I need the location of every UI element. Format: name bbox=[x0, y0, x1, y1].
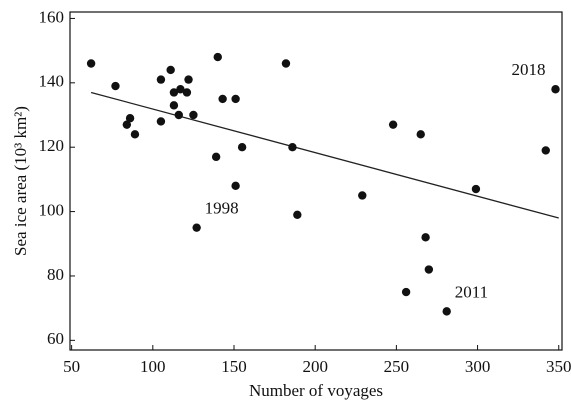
data-point bbox=[442, 307, 451, 316]
data-point bbox=[388, 120, 398, 129]
data-point bbox=[156, 75, 166, 84]
data-point bbox=[401, 287, 411, 297]
data-point bbox=[416, 130, 425, 139]
y-tick-label: 120 bbox=[39, 136, 65, 155]
x-tick-label: 200 bbox=[302, 357, 328, 376]
data-point bbox=[189, 110, 198, 120]
data-point bbox=[231, 181, 240, 191]
data-point bbox=[174, 110, 183, 120]
data-point bbox=[358, 191, 367, 200]
data-point bbox=[192, 223, 201, 232]
y-tick-label: 160 bbox=[39, 7, 65, 26]
y-tick-label: 80 bbox=[47, 265, 64, 284]
trend-line bbox=[90, 91, 559, 219]
data-point bbox=[166, 65, 175, 75]
data-point bbox=[288, 143, 297, 152]
data-point bbox=[182, 88, 192, 97]
data-point bbox=[541, 146, 550, 155]
y-tick-label: 100 bbox=[39, 200, 65, 219]
data-point bbox=[421, 233, 430, 242]
y-axis-label: Sea ice area (10³ km²) bbox=[11, 106, 30, 256]
data-point bbox=[231, 94, 240, 104]
annotation: 1998 bbox=[205, 199, 239, 218]
x-tick-label: 100 bbox=[140, 357, 166, 376]
data-point bbox=[293, 210, 302, 219]
data-point bbox=[281, 59, 291, 68]
y-tick-label: 60 bbox=[47, 329, 64, 348]
data-point bbox=[184, 75, 193, 84]
plot-frame bbox=[69, 11, 563, 351]
data-point bbox=[237, 143, 247, 152]
data-point bbox=[86, 59, 96, 68]
y-tick-label: 140 bbox=[39, 72, 65, 91]
data-point bbox=[176, 85, 185, 94]
data-point bbox=[156, 117, 166, 126]
annotation: 2018 bbox=[512, 60, 546, 79]
data-point bbox=[211, 152, 221, 162]
data-point bbox=[213, 52, 222, 62]
data-point bbox=[424, 265, 434, 274]
x-tick-label: 250 bbox=[384, 357, 410, 376]
x-tick-label: 150 bbox=[221, 357, 247, 376]
data-point bbox=[218, 94, 227, 104]
data-point bbox=[130, 130, 140, 139]
data-point bbox=[111, 81, 120, 91]
data-point bbox=[551, 85, 560, 94]
data-point bbox=[122, 120, 132, 129]
data-point bbox=[169, 101, 179, 110]
x-tick-label: 300 bbox=[465, 357, 491, 376]
data-point bbox=[125, 114, 135, 123]
x-tick-label: 350 bbox=[546, 357, 571, 376]
x-tick-label: 50 bbox=[63, 357, 80, 376]
x-axis-label: Number of voyages bbox=[249, 381, 383, 400]
data-point bbox=[169, 88, 179, 97]
data-point bbox=[471, 184, 481, 194]
annotation: 2011 bbox=[455, 282, 488, 301]
